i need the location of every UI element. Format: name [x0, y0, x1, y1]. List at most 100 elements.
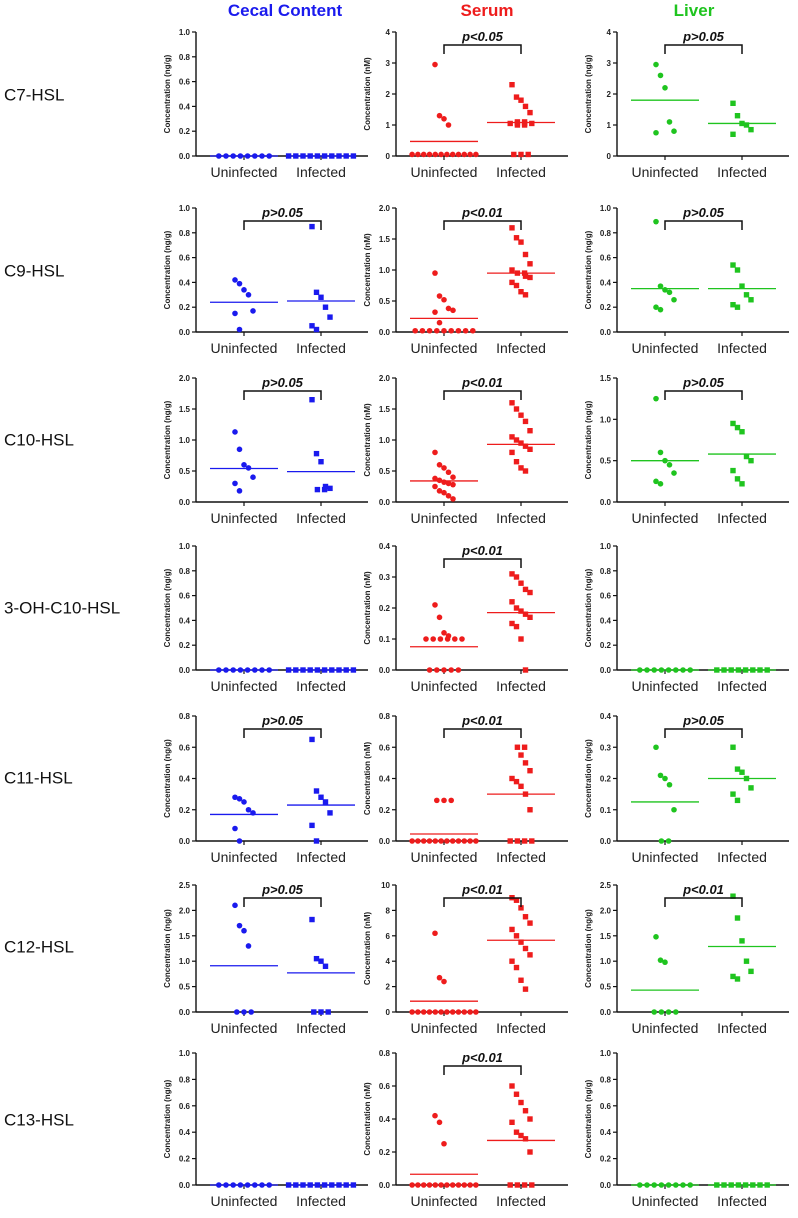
data-point-uninfected [657, 449, 664, 456]
data-point-uninfected [441, 116, 447, 122]
data-point-infected [522, 273, 529, 279]
y-tick-label: 8 [386, 906, 391, 915]
data-point-uninfected [434, 667, 440, 673]
data-point-infected [529, 1182, 535, 1188]
y-tick-label: 3 [607, 59, 612, 68]
column-title-serum: Serum [461, 1, 514, 20]
data-point-uninfected [426, 1182, 433, 1188]
y-tick-label: 2.0 [379, 204, 391, 213]
data-point-uninfected [426, 151, 433, 158]
panel-C9-HSL-cecal: 0.0 0.2 0.4 0.6 0.8 1.0 Concentration (ng/g) Un… [163, 204, 368, 356]
y-axis-label: Concentration (nM) [363, 57, 372, 131]
data-point-infected [513, 964, 520, 971]
data-point-infected [730, 893, 736, 899]
y-tick-label: 0.8 [179, 53, 191, 62]
data-point-uninfected [450, 496, 456, 502]
y-tick-label: 0.6 [179, 592, 191, 601]
x-tick-label: Infected [717, 678, 767, 694]
data-point-uninfected [657, 306, 664, 313]
p-value-label: p<0.05 [461, 29, 504, 44]
data-point-infected [513, 778, 520, 785]
data-point-uninfected [461, 151, 468, 158]
data-point-uninfected [236, 796, 243, 802]
x-tick-label: Uninfected [411, 510, 478, 526]
data-point-uninfected [432, 151, 439, 158]
data-point-infected [522, 251, 529, 258]
data-point-infected [730, 791, 736, 797]
data-point-infected [522, 443, 529, 449]
data-point-uninfected [232, 480, 238, 487]
data-point-uninfected [441, 630, 447, 636]
panel-C9-HSL-serum: 0.0 0.5 1.0 1.5 2.0 Concentration (nM) Uninfec… [363, 204, 568, 356]
data-point-uninfected [445, 480, 452, 487]
x-tick-label: Infected [496, 340, 546, 356]
y-axis-label: Concentration (ng/g) [584, 54, 593, 133]
data-point-infected [527, 807, 533, 813]
y-tick-label: 0.0 [179, 152, 191, 161]
y-tick-label: 1.0 [379, 436, 391, 445]
data-point-uninfected [473, 1182, 479, 1188]
significance-bracket [664, 897, 743, 907]
data-point-uninfected [448, 327, 455, 334]
data-point-uninfected [461, 1182, 468, 1188]
data-point-infected [522, 586, 529, 593]
data-point-uninfected [426, 838, 433, 844]
data-point-uninfected [455, 151, 462, 158]
y-tick-label: 10 [381, 881, 390, 890]
data-point-uninfected [662, 85, 668, 91]
y-tick-label: 0.0 [379, 837, 391, 846]
significance-bracket [664, 728, 743, 738]
panel-C7-HSL-liver: 0 1 2 3 4 Concentration (ng/g) Uninfected Infec… [584, 28, 789, 180]
data-point-uninfected [445, 122, 452, 128]
data-point-infected [518, 97, 524, 103]
data-point-uninfected [671, 296, 677, 303]
data-point-infected [509, 571, 515, 577]
data-point-infected [522, 1108, 529, 1114]
y-axis-label: Concentration (ng/g) [163, 54, 172, 133]
data-point-uninfected [449, 1009, 456, 1015]
y-tick-label: 0.4 [179, 102, 191, 111]
y-tick-label: 0.4 [600, 1128, 612, 1137]
data-point-infected [518, 783, 524, 790]
data-point-uninfected [438, 838, 444, 844]
data-point-infected [507, 120, 513, 127]
data-point-infected [527, 614, 533, 620]
data-point-infected [509, 400, 515, 406]
y-tick-label: 1.0 [179, 204, 191, 213]
y-tick-label: 0.5 [179, 983, 191, 992]
data-point-uninfected [448, 667, 455, 673]
y-tick-label: 0.0 [379, 328, 391, 337]
data-point-uninfected [409, 1182, 415, 1188]
data-point-uninfected [658, 1009, 665, 1015]
x-tick-label: Uninfected [211, 164, 278, 180]
data-point-uninfected [444, 151, 450, 158]
y-tick-label: 0.4 [379, 1115, 391, 1124]
data-point-infected [318, 958, 324, 964]
data-point-infected [509, 82, 515, 88]
data-point-uninfected [245, 943, 252, 949]
data-point-infected [527, 446, 533, 452]
y-tick-label: 4 [386, 957, 391, 966]
p-value-label: p<0.01 [682, 882, 724, 897]
data-point-infected [518, 440, 524, 446]
x-tick-label: Infected [296, 849, 346, 865]
data-point-uninfected [419, 327, 426, 334]
panel-C13-HSL-serum: 0.0 0.2 0.4 0.6 0.8 Concentration (nM) Uninfec… [363, 1049, 568, 1209]
data-point-infected [522, 611, 529, 617]
y-tick-label: 0.0 [379, 498, 391, 507]
data-point-infected [734, 304, 741, 310]
y-tick-label: 0.8 [600, 567, 612, 576]
y-tick-label: 0.1 [379, 635, 391, 644]
y-tick-label: 0.0 [600, 1181, 612, 1190]
data-point-uninfected [653, 395, 659, 402]
data-point-infected [313, 955, 320, 962]
x-tick-label: Uninfected [411, 849, 478, 865]
data-point-infected [730, 131, 736, 137]
data-point-uninfected [438, 1009, 444, 1015]
y-axis-label: Concentration (ng/g) [584, 568, 593, 647]
y-tick-label: 1.5 [179, 932, 191, 941]
y-tick-label: 1.0 [179, 542, 191, 551]
data-point-uninfected [461, 1009, 468, 1015]
y-tick-label: 0.2 [379, 604, 391, 613]
data-point-infected [527, 920, 533, 926]
